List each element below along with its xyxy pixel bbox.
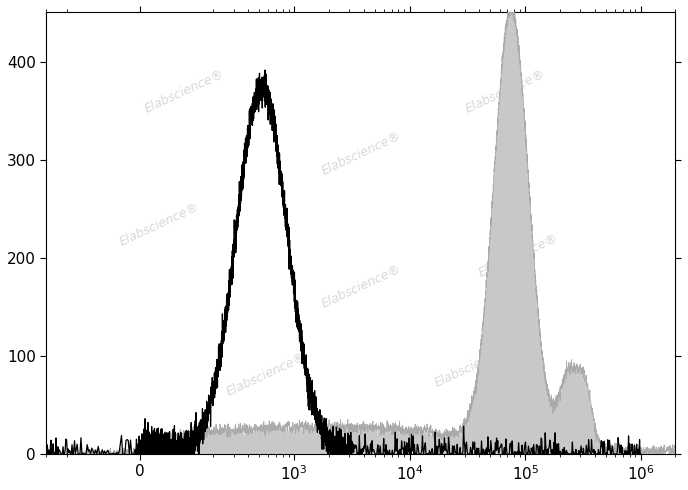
- Text: Elabscience®: Elabscience®: [476, 231, 560, 279]
- Text: Elabscience®: Elabscience®: [319, 262, 403, 310]
- Text: Elabscience®: Elabscience®: [224, 350, 308, 399]
- Text: Elabscience®: Elabscience®: [143, 68, 227, 116]
- Text: Elabscience®: Elabscience®: [464, 68, 548, 116]
- Text: Elabscience®: Elabscience®: [432, 342, 516, 390]
- Text: Elabscience®: Elabscience®: [319, 129, 403, 178]
- Text: Elabscience®: Elabscience®: [118, 200, 202, 248]
